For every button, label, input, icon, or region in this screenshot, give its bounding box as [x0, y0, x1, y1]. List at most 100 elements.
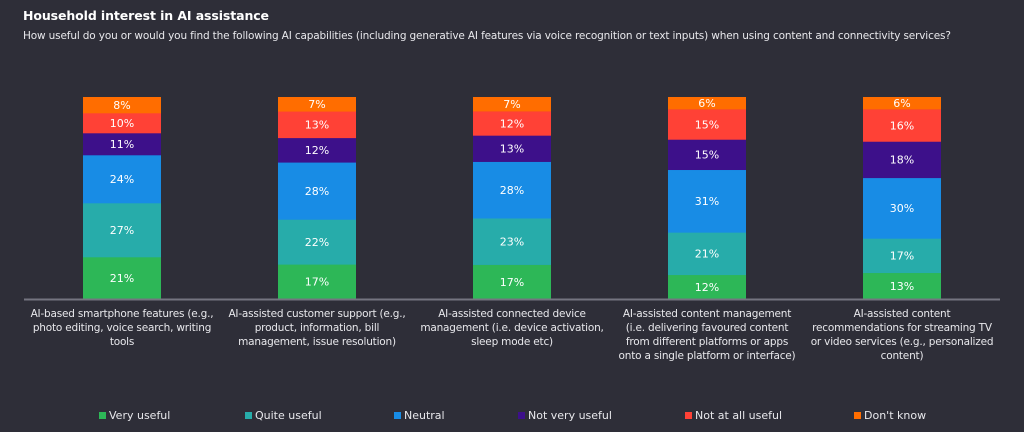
category-label-line: management, issue resolution) [238, 336, 396, 348]
data-label-neutral: 30% [890, 202, 914, 215]
category-label-line: (i.e. delivering favoured content [625, 322, 789, 334]
bar-segment-quite_useful [278, 219, 356, 265]
legend-label: Not at all useful [695, 409, 783, 422]
data-label-very_useful: 12% [695, 281, 719, 294]
data-label-quite_useful: 21% [695, 248, 719, 261]
bar-segment-dont_know [473, 97, 551, 112]
bar-segment-not_at_all_useful [278, 111, 356, 139]
data-label-not_at_all_useful: 13% [305, 119, 329, 132]
bar-segment-quite_useful [863, 238, 941, 274]
data-label-not_very_useful: 18% [890, 154, 914, 167]
bar-stack: 17% 22% 28% 12% 13% 7% [278, 97, 356, 300]
category-label-line: AI-based smartphone features (e.g., [30, 308, 214, 320]
data-label-not_at_all_useful: 15% [695, 118, 719, 131]
legend-item: Neutral [394, 409, 445, 422]
legend-swatch [245, 412, 252, 419]
category-label-line: product, information, bill [254, 322, 380, 334]
bar-segment-dont_know [863, 97, 941, 110]
legend-item: Not at all useful [685, 409, 782, 422]
bar-stack: 12% 21% 31% 15% 15% 6% [668, 97, 746, 300]
bar-segment-quite_useful [668, 232, 746, 276]
category-label-line: or video services (e.g., personalized [810, 336, 994, 348]
legend-label: Not very useful [528, 409, 612, 422]
data-label-not_very_useful: 15% [695, 149, 719, 162]
data-label-very_useful: 17% [305, 276, 329, 289]
bar-segment-neutral [473, 161, 551, 219]
data-label-dont_know: 7% [503, 98, 520, 111]
data-label-neutral: 28% [500, 184, 524, 197]
bar-segment-not_very_useful [278, 137, 356, 163]
data-label-dont_know: 8% [113, 99, 130, 112]
bar-stack: 17% 23% 28% 13% 12% 7% [473, 97, 551, 300]
data-label-not_very_useful: 11% [110, 138, 134, 151]
bar-segment-not_at_all_useful [668, 109, 746, 140]
bar-segment-very_useful [668, 274, 746, 300]
data-label-not_at_all_useful: 12% [500, 117, 524, 130]
data-label-neutral: 28% [305, 185, 329, 198]
bar-segment-not_at_all_useful [863, 109, 941, 142]
data-label-neutral: 31% [695, 195, 719, 208]
category-label: AI-assisted connected device management (… [414, 307, 610, 349]
data-label-very_useful: 21% [110, 272, 134, 285]
category-label-line: AI-assisted content management [622, 308, 792, 320]
bar-segment-quite_useful [473, 218, 551, 265]
legend-swatch [518, 412, 525, 419]
bar-segment-not_at_all_useful [83, 113, 161, 134]
data-label-quite_useful: 23% [500, 235, 524, 248]
bar-segment-not_at_all_useful [473, 111, 551, 136]
legend-label: Very useful [109, 409, 171, 422]
legend-swatch [854, 412, 861, 419]
bar-segment-dont_know [83, 97, 161, 114]
category-label-line: sleep mode etc) [471, 336, 553, 348]
data-label-quite_useful: 27% [110, 224, 134, 237]
bar-segment-dont_know [668, 97, 746, 110]
bar-segment-neutral [278, 162, 356, 220]
legend-item: Very useful [99, 409, 170, 422]
bar-segment-very_useful [83, 257, 161, 300]
legend-item: Don't know [854, 409, 926, 422]
chart-title: Household interest in AI assistance [23, 8, 269, 23]
data-label-quite_useful: 17% [890, 250, 914, 263]
data-label-neutral: 24% [110, 173, 134, 186]
bar-stack: 13% 17% 30% 18% 16% 6% [863, 97, 941, 300]
bar-segment-neutral [668, 169, 746, 233]
data-label-dont_know: 6% [893, 97, 910, 110]
data-label-not_very_useful: 12% [305, 144, 329, 157]
category-label: AI-assisted content recommendations for s… [804, 307, 1000, 363]
legend-item: Not very useful [518, 409, 612, 422]
legend-label: Quite useful [255, 409, 322, 422]
category-label: AI-assisted content management (i.e. deli… [609, 307, 805, 363]
bar-segment-not_very_useful [668, 139, 746, 171]
bar-segment-not_very_useful [473, 135, 551, 162]
data-label-not_at_all_useful: 16% [890, 119, 914, 132]
bar-segment-very_useful [473, 264, 551, 300]
category-label: AI-assisted customer support (e.g., produ… [219, 307, 415, 349]
legend: Very useful Quite useful Neutral Not very u… [0, 409, 1024, 423]
category-label-line: AI-assisted connected device [438, 308, 586, 320]
data-label-not_at_all_useful: 10% [110, 117, 134, 130]
data-label-very_useful: 13% [890, 280, 914, 293]
bar-segment-not_very_useful [83, 133, 161, 156]
data-label-dont_know: 7% [308, 98, 325, 111]
bar-segment-quite_useful [83, 203, 161, 258]
legend-label: Neutral [404, 409, 445, 422]
category-label-line: AI-assisted customer support (e.g., [228, 308, 406, 320]
category-label-line: onto a single platform or interface) [618, 350, 796, 362]
category-label-line: content) [880, 350, 924, 362]
category-label-line: AI-assisted content [853, 308, 951, 320]
legend-swatch [394, 412, 401, 419]
data-label-quite_useful: 22% [305, 236, 329, 249]
category-label-line: photo editing, voice search, writing [32, 322, 212, 334]
category-label-line: tools [109, 336, 135, 348]
bars-group: 21% 27% 24% 11% 10% 8% 17% 22% 28% 12% 13% 7% 17% 23%… [83, 97, 941, 300]
chart-subtitle: How useful do you or would you find the … [23, 30, 951, 42]
category-label: AI-based smartphone features (e.g., photo… [24, 307, 220, 349]
category-label-line: management (i.e. device activation, [420, 322, 604, 334]
legend-label: Don't know [864, 409, 927, 422]
legend-item: Quite useful [245, 409, 322, 422]
bar-segment-very_useful [863, 272, 941, 300]
bar-segment-not_very_useful [863, 141, 941, 179]
bar-stack: 21% 27% 24% 11% 10% 8% [83, 97, 161, 300]
category-label-line: recommendations for streaming TV [812, 322, 992, 334]
